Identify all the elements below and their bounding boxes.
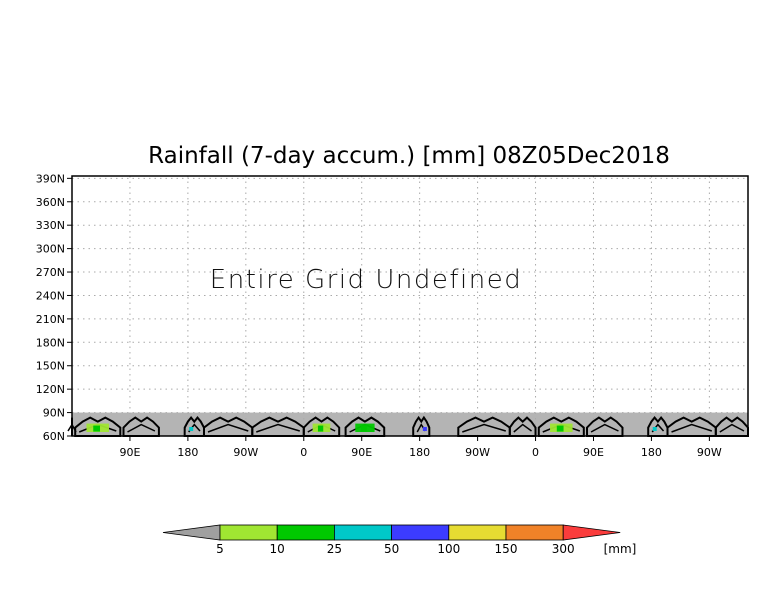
y-tick-label: 60N [43, 430, 65, 443]
colorbar-level-label: 50 [384, 542, 399, 556]
rain-cell [93, 425, 101, 432]
landmass-outline [74, 416, 122, 437]
y-tick-label: 120N [36, 383, 65, 396]
y-tick-label: 390N [36, 172, 65, 185]
colorbar-legend: 5 10 25 50 100 150 300 [mm] [162, 524, 637, 556]
landmass-outline [585, 416, 624, 437]
colorbar-swatch [219, 524, 278, 541]
landmass-outline [508, 416, 537, 437]
undefined-band [72, 412, 748, 436]
colorbar-swatch [276, 524, 335, 541]
coastline-detail [719, 423, 745, 433]
x-tick-label: 90W [697, 446, 722, 459]
coastline-detail [127, 423, 156, 433]
colorbar-level-label: 150 [495, 542, 518, 556]
coastline-detail [207, 423, 249, 433]
y-tick-label: 300N [36, 243, 65, 256]
x-tick-label: 180 [177, 446, 198, 459]
colorbar-swatch-above [562, 524, 621, 541]
rain-cell [361, 425, 367, 432]
undefined-grid-annotation: Entire Grid Undefined [210, 265, 522, 295]
coastline-detail [671, 423, 713, 433]
x-tick-label: 90E [351, 446, 372, 459]
colorbar-swatch [448, 524, 507, 541]
y-tick-label: 150N [36, 360, 65, 373]
colorbar-swatch-below [162, 524, 221, 541]
y-tick-label: 210N [36, 313, 65, 326]
y-axis-ticks: 60N 90N 120N 150N 180N 210N 240N 270N 300N 330N 36… [36, 172, 72, 443]
rain-cell [317, 425, 324, 432]
colorbar-unit-label: [mm] [604, 542, 637, 556]
colorbar-level-label: 300 [552, 542, 575, 556]
landmass-outline [302, 416, 341, 437]
colorbar-level-label: 5 [216, 542, 224, 556]
landmass-outline [537, 416, 585, 437]
landmass-outline [412, 415, 431, 437]
colorbar-level-label: 10 [270, 542, 285, 556]
rain-cell [556, 425, 564, 432]
rain-cell [422, 427, 427, 431]
colorbar-level-label: 100 [437, 542, 460, 556]
landmass-outline [344, 416, 386, 437]
x-tick-label: 180 [409, 446, 430, 459]
colorbar-level-label: 25 [327, 542, 342, 556]
x-axis-ticks: 90E 180 90W 0 90E 180 90W 0 90E 180 90W [119, 436, 722, 459]
y-tick-label: 90N [43, 407, 65, 420]
y-tick-label: 360N [36, 196, 65, 209]
colorbar-swatch [505, 524, 564, 541]
rain-cell [652, 427, 657, 431]
plot-frame [71, 175, 749, 437]
rain-cell [189, 427, 194, 431]
colorbar-swatch [333, 524, 392, 541]
colorbar-swatch [391, 524, 450, 541]
y-tick-label: 270N [36, 266, 65, 279]
x-tick-label: 0 [532, 446, 539, 459]
coastline-detail [513, 423, 532, 433]
coastlines [67, 415, 749, 437]
x-tick-label: 90E [119, 446, 140, 459]
coastline-detail [462, 423, 507, 433]
x-tick-label: 90W [465, 446, 490, 459]
y-tick-label: 240N [36, 289, 65, 302]
x-tick-label: 0 [300, 446, 307, 459]
undefined-band-fill [72, 412, 748, 436]
plot-background [72, 176, 748, 436]
plot-area [72, 176, 748, 436]
x-tick-label: 90W [233, 446, 258, 459]
landmass-outline [122, 416, 160, 437]
x-tick-label: 90E [583, 446, 604, 459]
y-tick-label: 180N [36, 336, 65, 349]
y-tick-label: 330N [36, 219, 65, 232]
chart-title: Rainfall (7-day accum.) [mm] 08Z05Dec201… [148, 143, 670, 169]
coastline-detail [256, 423, 300, 433]
x-tick-label: 180 [641, 446, 662, 459]
coastline-detail [590, 423, 619, 433]
